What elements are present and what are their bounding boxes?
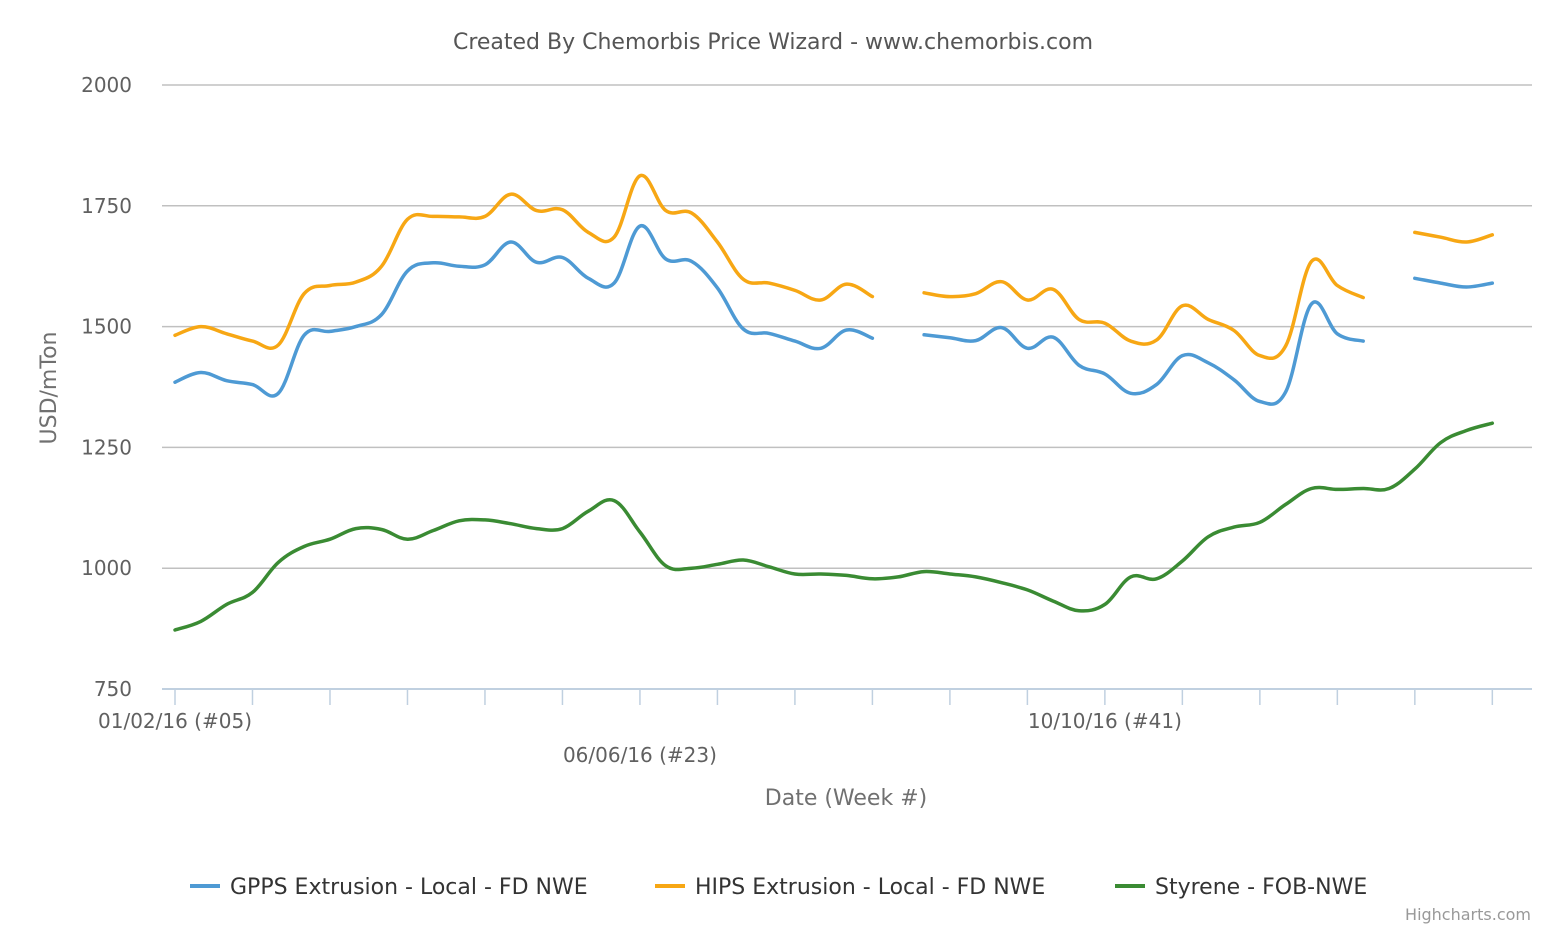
y-tick-label-1500: 1500 [81, 315, 132, 339]
x-axis-title: Date (Week #) [765, 786, 927, 811]
y-tick-label-1250: 1250 [81, 435, 132, 459]
legend-item-3[interactable]: Styrene - FOB-NWE [1115, 875, 1367, 900]
legend-item-2[interactable]: HIPS Extrusion - Local - FD NWE [655, 875, 1045, 900]
series-2-line-segment-3[interactable] [1413, 230, 1495, 244]
series-1-line-segment-3[interactable] [1413, 276, 1495, 289]
series-2-line-segment-2[interactable] [922, 257, 1365, 360]
series-1-line-segment-2[interactable] [922, 300, 1365, 406]
chart-title: Created By Chemorbis Price Wizard - www.… [453, 30, 1093, 55]
y-axis-ticks: 750 1000 1250 1500 1750 2000 [81, 73, 132, 701]
series-2[interactable] [173, 173, 1495, 360]
x-axis-tick-marks [174, 689, 1494, 705]
series-1[interactable] [173, 224, 1495, 406]
series-2-line-segment-1[interactable] [173, 173, 875, 351]
x-tick-label-3: 10/10/16 (#41) [1028, 709, 1182, 733]
series-layer [173, 173, 1495, 632]
credits-link[interactable]: Highcharts.com [1405, 905, 1531, 924]
x-tick-label-2: 06/06/16 (#23) [563, 743, 717, 767]
y-axis-title: USD/mTon [37, 332, 62, 445]
y-tick-label-1000: 1000 [81, 556, 132, 580]
series-1-line-segment-1[interactable] [173, 224, 875, 398]
series-3-line-segment-1[interactable] [173, 421, 1495, 632]
y-tick-label-1750: 1750 [81, 194, 132, 218]
y-tick-label-750: 750 [94, 677, 132, 701]
legend-label-1: GPPS Extrusion - Local - FD NWE [230, 875, 588, 900]
gridlines [162, 84, 1532, 569]
legend-item-1[interactable]: GPPS Extrusion - Local - FD NWE [190, 875, 588, 900]
legend-label-3: Styrene - FOB-NWE [1155, 875, 1367, 900]
legend[interactable]: GPPS Extrusion - Local - FD NWE HIPS Extr… [190, 875, 1367, 900]
legend-label-2: HIPS Extrusion - Local - FD NWE [695, 875, 1045, 900]
x-axis-tick-labels: 01/02/16 (#05) 06/06/16 (#23) 10/10/16 (#4… [98, 709, 1182, 767]
x-tick-label-1: 01/02/16 (#05) [98, 709, 252, 733]
y-tick-label-2000: 2000 [81, 73, 132, 97]
series-3[interactable] [173, 421, 1495, 632]
